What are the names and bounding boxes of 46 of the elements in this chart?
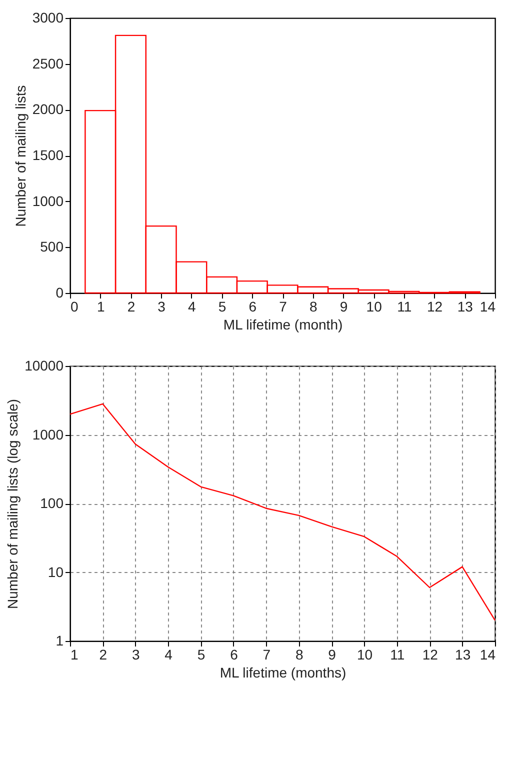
x-tick-label: 11 <box>390 646 405 662</box>
y-tick-label: 10 <box>48 564 64 580</box>
y-tick-label: 3000 <box>32 10 64 26</box>
x-tick-label: 6 <box>230 646 238 662</box>
x-tick-label: 5 <box>197 646 206 662</box>
x-tick-label: 5 <box>218 298 226 314</box>
x-axis-title: ML lifetime (month) <box>223 316 343 332</box>
y-tick-label: 2500 <box>32 55 64 72</box>
x-tick-label: 2 <box>99 646 108 662</box>
x-tick-label: 13 <box>457 298 474 314</box>
x-tick-label: 7 <box>279 298 288 314</box>
y-axis-title: Number of mailing lists (log scale) <box>4 398 21 610</box>
y-tick-label: 1500 <box>32 147 64 163</box>
x-tick-label: 3 <box>132 646 140 662</box>
y-tick-label: 0 <box>56 284 64 300</box>
x-tick-label: 0 <box>70 298 78 314</box>
x-tick-label: 10 <box>356 646 373 662</box>
x-tick-label: 8 <box>295 646 304 662</box>
x-tick-label: 13 <box>455 646 471 662</box>
x-axis-title: ML lifetime (months) <box>220 664 346 680</box>
y-tick-label: 500 <box>40 238 64 255</box>
x-tick-label: 1 <box>70 646 78 662</box>
x-tick-label: 14 <box>480 646 496 662</box>
x-tick-label: 8 <box>309 298 318 314</box>
x-tick-label: 9 <box>340 298 348 314</box>
x-tick-label: 10 <box>366 298 382 314</box>
y-tick-label: 100 <box>40 495 64 511</box>
x-tick-label: 3 <box>158 298 166 314</box>
x-tick-label: 4 <box>164 646 173 662</box>
x-tick-label: 11 <box>397 298 412 314</box>
x-tick-label: 9 <box>328 646 336 662</box>
x-tick-label: 6 <box>248 298 257 314</box>
x-tick-label: 4 <box>188 298 196 314</box>
x-tick-label: 1 <box>96 298 105 314</box>
x-tick-label: 12 <box>422 646 438 662</box>
y-tick-label: 1 <box>56 632 64 648</box>
x-tick-label: 12 <box>426 298 443 314</box>
y-tick-label: 2000 <box>32 101 64 118</box>
x-tick-label: 7 <box>262 646 271 662</box>
line-series <box>69 403 496 621</box>
x-tick-label: 2 <box>127 298 136 314</box>
y-tick-label: 1000 <box>32 192 64 209</box>
x-tick-label: 14 <box>480 298 496 314</box>
y-axis-title: Number of mailing lists <box>12 85 28 227</box>
y-tick-label: 1000 <box>32 426 64 442</box>
y-tick-label: 10000 <box>24 358 64 374</box>
